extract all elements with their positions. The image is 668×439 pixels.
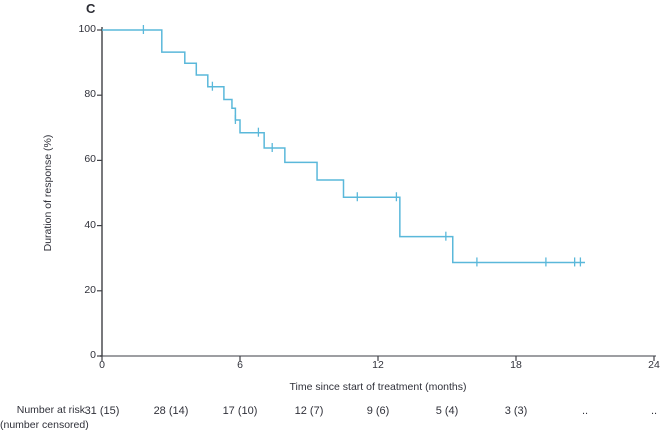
at-risk-count: .. (650, 405, 658, 417)
y-tick-label: 100 (78, 23, 96, 35)
at-risk-count: 5 (4) (435, 405, 459, 417)
x-tick-label: 0 (99, 359, 105, 371)
x-axis-title: Time since start of treatment (months) (289, 381, 467, 393)
number-at-risk-row-label: Number at risk (16, 404, 85, 416)
at-risk-count: 31 (15) (84, 405, 120, 417)
number-censored-row-label: (number censored) (0, 419, 89, 431)
at-risk-count: 17 (10) (222, 405, 258, 417)
km-step-curve (102, 29, 585, 264)
at-risk-count: .. (581, 405, 589, 417)
at-risk-count: 9 (6) (366, 405, 390, 417)
at-risk-count: 28 (14) (153, 405, 189, 417)
y-tick-label: 40 (84, 218, 96, 231)
x-tick-label: 18 (510, 359, 522, 371)
x-tick-label: 24 (648, 359, 660, 371)
at-risk-count: 12 (7) (294, 405, 324, 417)
x-tick-label: 12 (372, 359, 384, 371)
y-tick-label: 60 (84, 153, 96, 166)
panel-label: C (86, 1, 96, 16)
y-tick-label: 0 (90, 349, 96, 361)
y-tick-label: 80 (84, 88, 96, 101)
y-tick-label: 20 (84, 283, 96, 296)
at-risk-count: 3 (3) (504, 405, 528, 417)
x-tick-label: 6 (237, 359, 243, 371)
